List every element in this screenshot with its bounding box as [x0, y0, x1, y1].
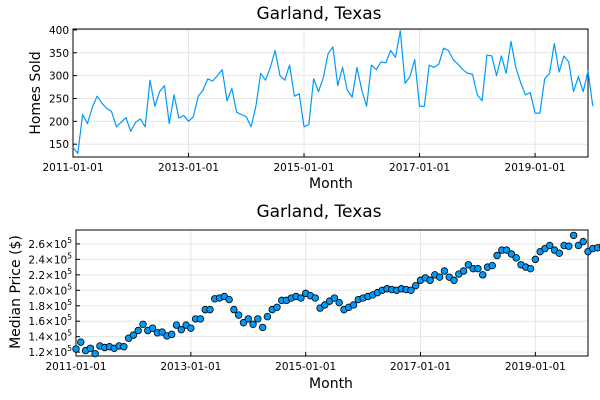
- homes-sold-y-tick-label: 200: [49, 116, 69, 128]
- median-price-data-point: [239, 319, 248, 327]
- homes-sold-x-axis-label: Month: [309, 176, 353, 192]
- median-price-data-point: [493, 251, 501, 260]
- median-price-data-point: [526, 264, 535, 273]
- median-price-x-ticks: 2011-01-01 2013-01-01 2015-01-01 2017-01-01…: [45, 352, 566, 373]
- median-price-chart-title: Garland, Texas: [256, 202, 381, 222]
- median-price-y-tick-label: 1.8×105: [28, 298, 72, 313]
- median-price-data-point: [134, 326, 142, 335]
- median-price-data-point: [479, 271, 487, 279]
- median-price-data-point: [91, 349, 99, 358]
- homes-sold-chart-title: Garland, Texas: [256, 4, 381, 24]
- homes-sold-x-ticks: 2011-01-01 2013-01-01 2015-01-01 2017-01-01…: [42, 153, 566, 174]
- homes-sold-x-tick-label: 2017-01-01: [389, 162, 450, 174]
- median-price-data-point: [507, 250, 516, 258]
- median-price-data-point: [464, 261, 473, 269]
- median-price-data-point: [148, 324, 157, 332]
- homes-sold-y-tick-label: 350: [49, 48, 69, 60]
- median-price-y-tick-label: 1.6×105: [28, 313, 72, 328]
- median-price-panel: Garland, Texas 2011-01-01 2013-01-01 2015-…: [8, 202, 600, 392]
- median-price-data-point: [593, 244, 600, 252]
- median-price-data-point: [158, 328, 166, 336]
- median-price-x-axis-label: Month: [309, 376, 353, 392]
- median-price-data-point: [129, 331, 138, 339]
- median-price-data-point: [297, 294, 305, 302]
- median-price-data-point: [569, 231, 578, 240]
- median-price-data-point: [407, 286, 415, 294]
- median-price-data-point: [273, 303, 281, 312]
- median-price-data-point: [565, 242, 573, 250]
- median-price-data-point: [579, 237, 587, 246]
- median-price-data-point: [263, 312, 272, 321]
- median-price-data-point: [546, 241, 554, 250]
- median-price-point-marks: [72, 231, 600, 358]
- median-price-y-tick-label: 2.6×105: [28, 236, 72, 251]
- median-price-data-point: [258, 323, 267, 332]
- median-price-data-point: [412, 281, 420, 290]
- homes-sold-y-tick-label: 400: [49, 25, 69, 37]
- median-price-x-tick-label: 2011-01-01: [45, 361, 106, 373]
- median-price-x-tick-label: 2015-01-01: [275, 361, 336, 373]
- homes-sold-y-tick-label: 250: [49, 93, 69, 105]
- median-price-data-point: [459, 267, 468, 275]
- median-price-data-point: [168, 330, 176, 339]
- median-price-data-point: [488, 261, 496, 270]
- median-price-x-tick-label: 2013-01-01: [160, 361, 221, 373]
- homes-sold-y-tick-label: 300: [49, 71, 69, 83]
- median-price-data-point: [172, 321, 181, 329]
- median-price-data-point: [86, 344, 95, 352]
- homes-sold-y-axis-label: Homes Sold: [28, 51, 44, 134]
- median-price-data-point: [330, 294, 339, 302]
- median-price-y-ticks: 1.2×1051.4×1051.6×1051.8×1052.0×1052.2×1…: [28, 236, 80, 359]
- median-price-data-point: [254, 315, 262, 323]
- median-price-plot-frame: [75, 229, 589, 357]
- median-price-y-tick-label: 1.4×105: [28, 329, 72, 344]
- median-price-data-point: [349, 301, 358, 309]
- median-price-y-axis-label: Median Price ($): [8, 235, 24, 349]
- median-price-x-tick-label: 2019-01-01: [505, 361, 566, 373]
- median-price-data-point: [177, 326, 185, 334]
- homes-sold-x-tick-label: 2015-01-01: [274, 162, 335, 174]
- median-price-data-point: [440, 267, 449, 275]
- median-price-data-point: [225, 295, 233, 304]
- homes-sold-panel: Garland, Texas 2011-01-01 2013-01-01 2015-…: [28, 4, 594, 192]
- median-price-y-tick-label: 2.2×105: [28, 267, 72, 282]
- median-price-data-point: [249, 320, 257, 329]
- median-price-data-point: [139, 320, 147, 329]
- median-price-data-point: [77, 338, 85, 346]
- median-price-y-tick-label: 2.4×105: [28, 251, 72, 266]
- homes-sold-x-tick-label: 2019-01-01: [505, 162, 566, 174]
- median-price-data-point: [474, 264, 482, 273]
- median-price-data-point: [321, 301, 329, 309]
- homes-sold-y-tick-label: 150: [49, 139, 69, 151]
- median-price-data-point: [335, 298, 343, 307]
- median-price-data-point: [206, 305, 214, 314]
- median-price-data-point: [502, 246, 511, 254]
- median-price-data-point: [196, 315, 205, 323]
- median-price-data-point: [512, 254, 520, 262]
- homes-sold-plot-frame: [72, 28, 589, 158]
- median-price-y-tick-label: 2.0×105: [28, 282, 72, 297]
- median-price-x-tick-label: 2017-01-01: [390, 361, 451, 373]
- median-price-data-point: [187, 324, 195, 332]
- homes-sold-grid: [72, 29, 588, 157]
- homes-sold-series-line: [72, 30, 594, 154]
- median-price-data-point: [234, 311, 243, 319]
- median-price-data-point: [230, 305, 238, 314]
- homes-sold-x-tick-label: 2013-01-01: [158, 162, 219, 174]
- median-price-data-point: [574, 241, 583, 250]
- median-price-data-point: [531, 255, 540, 264]
- median-price-data-point: [244, 315, 252, 323]
- homes-sold-x-tick-label: 2011-01-01: [42, 162, 103, 174]
- median-price-data-point: [72, 345, 80, 353]
- median-price-data-point: [426, 276, 434, 284]
- median-price-grid: [75, 230, 588, 356]
- median-price-data-point: [435, 273, 444, 281]
- median-price-data-point: [311, 294, 319, 302]
- median-price-y-tick-label: 1.2×105: [28, 344, 72, 359]
- median-price-data-point: [450, 276, 458, 284]
- homes-sold-y-ticks: 150 200 250 300 350 400: [49, 25, 77, 151]
- median-price-data-point: [555, 249, 563, 257]
- median-price-data-point: [120, 343, 128, 351]
